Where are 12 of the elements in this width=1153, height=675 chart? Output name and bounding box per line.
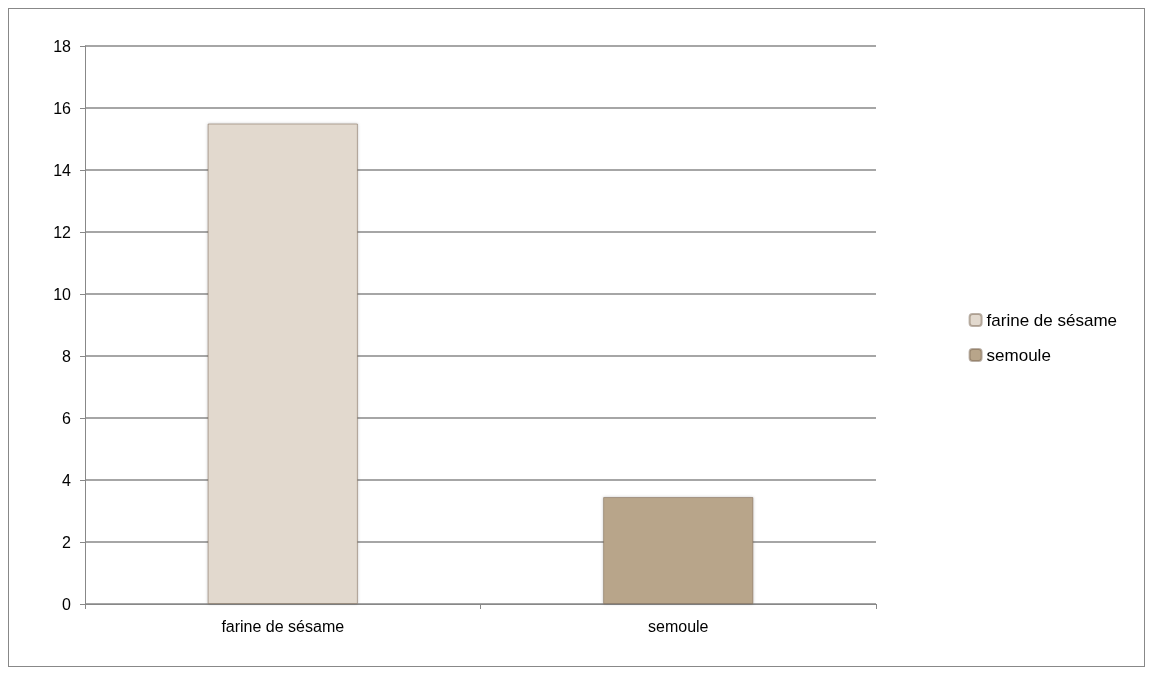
y-tick-label: 12 xyxy=(53,223,72,241)
legend-label: farine de sésame xyxy=(986,310,1117,330)
y-tick-label: 14 xyxy=(53,161,72,179)
y-tick-label: 10 xyxy=(53,285,72,303)
y-tick-label: 16 xyxy=(53,99,72,117)
y-tick-label: 0 xyxy=(62,595,72,613)
y-tick-label: 6 xyxy=(62,409,72,427)
y-tick-label: 2 xyxy=(62,533,72,551)
y-tick-label: 8 xyxy=(62,347,72,365)
legend-label: semoule xyxy=(986,345,1051,365)
y-tick-label: 4 xyxy=(62,471,72,489)
y-tick-label: 18 xyxy=(53,37,72,55)
